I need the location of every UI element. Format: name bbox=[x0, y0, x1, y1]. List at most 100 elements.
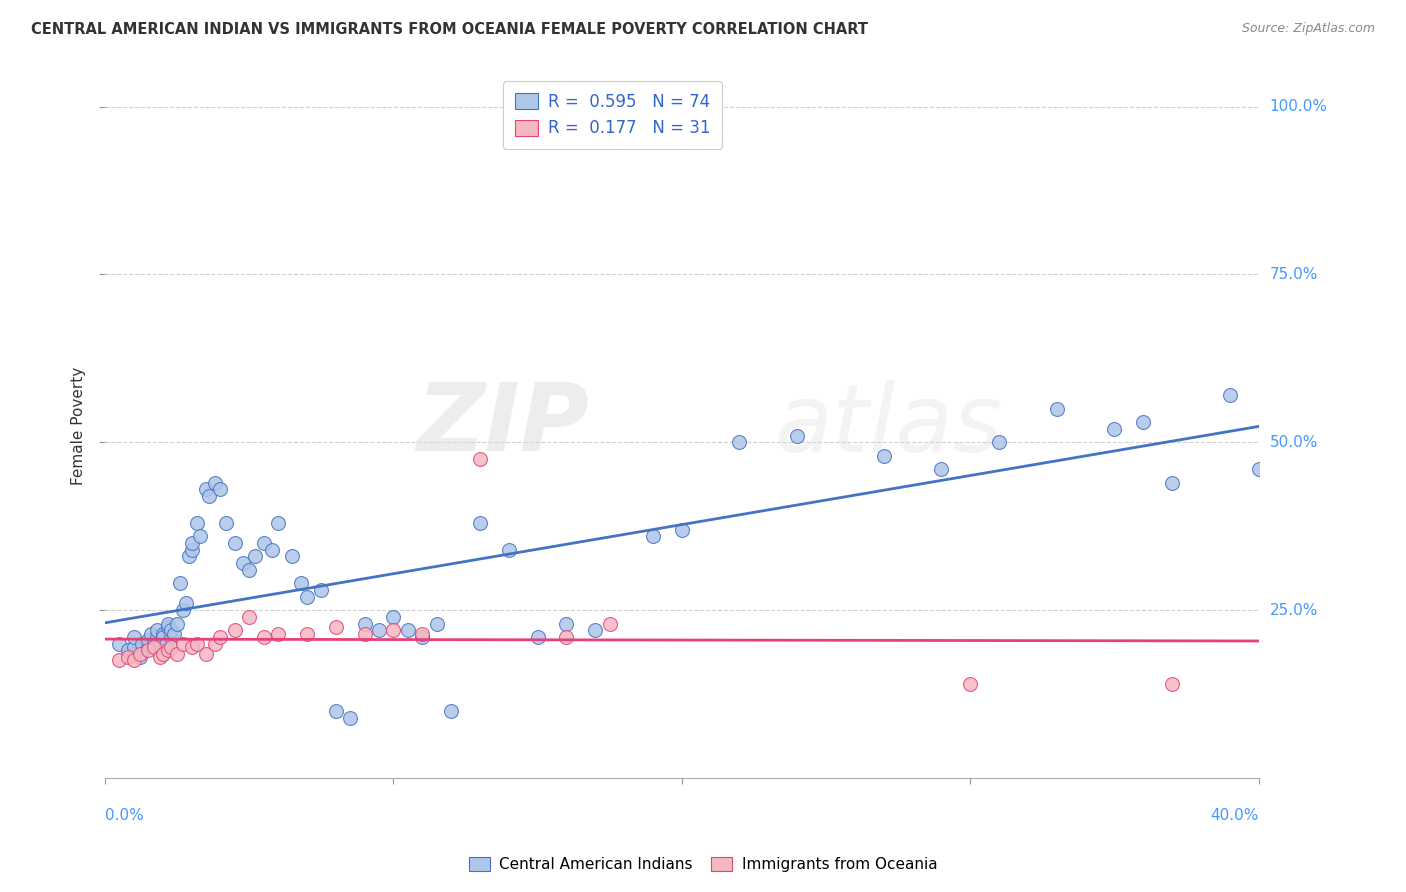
Point bbox=[215, 516, 238, 530]
Point bbox=[224, 536, 246, 550]
Point bbox=[224, 624, 246, 638]
Point bbox=[411, 626, 433, 640]
Point bbox=[671, 523, 693, 537]
Text: 0.0%: 0.0% bbox=[105, 808, 143, 823]
Point bbox=[122, 630, 145, 644]
Point bbox=[1046, 401, 1069, 416]
Point bbox=[152, 647, 174, 661]
Point bbox=[122, 653, 145, 667]
Point bbox=[232, 556, 254, 570]
Point bbox=[252, 536, 274, 550]
Point bbox=[177, 549, 200, 564]
Legend: Central American Indians, Immigrants from Oceania: Central American Indians, Immigrants fro… bbox=[461, 849, 945, 880]
Point bbox=[728, 435, 751, 450]
Point bbox=[555, 630, 578, 644]
Point bbox=[166, 647, 188, 661]
Point bbox=[194, 647, 217, 661]
Point bbox=[267, 626, 290, 640]
Point bbox=[149, 650, 172, 665]
Point bbox=[1219, 388, 1241, 402]
Point bbox=[440, 704, 463, 718]
Point bbox=[426, 616, 449, 631]
Point bbox=[209, 630, 232, 644]
Point bbox=[295, 590, 318, 604]
Point bbox=[122, 647, 145, 661]
Point bbox=[163, 626, 186, 640]
Point bbox=[411, 630, 433, 644]
Point bbox=[262, 542, 284, 557]
Point bbox=[136, 633, 159, 648]
Point bbox=[267, 516, 290, 530]
Point bbox=[468, 452, 491, 467]
Point bbox=[108, 653, 131, 667]
Point bbox=[1161, 475, 1184, 490]
Point bbox=[172, 637, 194, 651]
Point bbox=[108, 637, 131, 651]
Point bbox=[157, 616, 180, 631]
Point bbox=[160, 640, 183, 654]
Point bbox=[209, 482, 232, 496]
Text: 40.0%: 40.0% bbox=[1211, 808, 1258, 823]
Point bbox=[128, 647, 150, 661]
Point bbox=[353, 616, 375, 631]
Point bbox=[180, 542, 202, 557]
Point bbox=[325, 620, 347, 634]
Text: CENTRAL AMERICAN INDIAN VS IMMIGRANTS FROM OCEANIA FEMALE POVERTY CORRELATION CH: CENTRAL AMERICAN INDIAN VS IMMIGRANTS FR… bbox=[31, 22, 868, 37]
Point bbox=[188, 529, 211, 543]
Point bbox=[641, 529, 664, 543]
Point bbox=[281, 549, 304, 564]
Point bbox=[988, 435, 1011, 450]
Point bbox=[599, 616, 621, 631]
Point bbox=[583, 624, 606, 638]
Point bbox=[339, 710, 361, 724]
Point bbox=[396, 624, 419, 638]
Point bbox=[1104, 422, 1126, 436]
Point bbox=[931, 462, 953, 476]
Point bbox=[204, 637, 226, 651]
Point bbox=[139, 626, 162, 640]
Text: ZIP: ZIP bbox=[416, 379, 589, 472]
Text: Source: ZipAtlas.com: Source: ZipAtlas.com bbox=[1241, 22, 1375, 36]
Point bbox=[238, 563, 260, 577]
Point bbox=[146, 630, 169, 644]
Point bbox=[526, 630, 548, 644]
Point bbox=[186, 516, 208, 530]
Point bbox=[157, 620, 180, 634]
Text: 50.0%: 50.0% bbox=[1270, 434, 1317, 450]
Point bbox=[194, 482, 217, 496]
Point bbox=[382, 624, 405, 638]
Point bbox=[1132, 415, 1154, 429]
Point bbox=[311, 582, 333, 597]
Point bbox=[325, 704, 347, 718]
Point bbox=[174, 596, 197, 610]
Point bbox=[290, 576, 312, 591]
Point bbox=[873, 449, 896, 463]
Point bbox=[128, 650, 150, 665]
Point bbox=[368, 624, 391, 638]
Point bbox=[172, 603, 194, 617]
Point bbox=[122, 640, 145, 654]
Point bbox=[786, 428, 808, 442]
Point bbox=[468, 516, 491, 530]
Text: atlas: atlas bbox=[775, 380, 1002, 471]
Point bbox=[295, 626, 318, 640]
Point bbox=[166, 616, 188, 631]
Point bbox=[117, 643, 139, 657]
Point bbox=[498, 542, 520, 557]
Point bbox=[555, 616, 578, 631]
Point bbox=[149, 640, 172, 654]
Point bbox=[160, 630, 183, 644]
Point bbox=[169, 576, 191, 591]
Point bbox=[382, 609, 405, 624]
Point bbox=[146, 624, 169, 638]
Point bbox=[1247, 462, 1270, 476]
Legend: R =  0.595   N = 74, R =  0.177   N = 31: R = 0.595 N = 74, R = 0.177 N = 31 bbox=[503, 81, 723, 149]
Text: 100.0%: 100.0% bbox=[1270, 99, 1327, 114]
Point bbox=[959, 677, 981, 691]
Text: 25.0%: 25.0% bbox=[1270, 603, 1317, 617]
Point bbox=[143, 637, 166, 651]
Point bbox=[180, 536, 202, 550]
Text: 75.0%: 75.0% bbox=[1270, 267, 1317, 282]
Point bbox=[157, 643, 180, 657]
Point bbox=[117, 650, 139, 665]
